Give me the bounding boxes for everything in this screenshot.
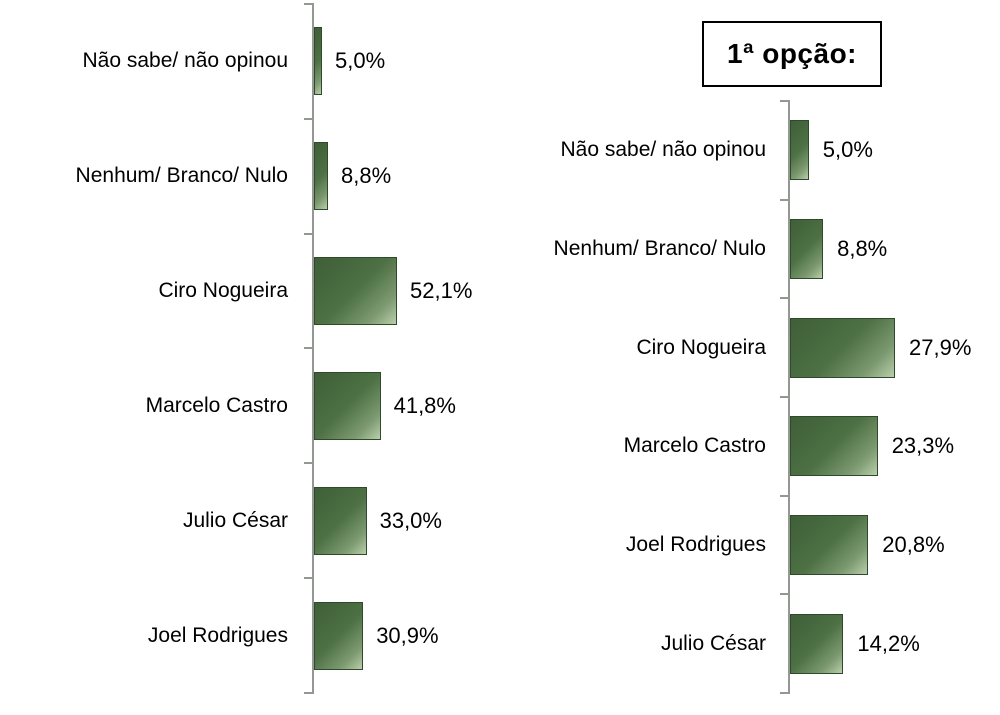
bar <box>314 257 397 326</box>
plot-area: 8,8% <box>780 198 1000 299</box>
category-label: Marcelo Castro <box>623 434 766 458</box>
category-label: Nenhum/ Branco/ Nulo <box>553 236 766 260</box>
category-label: Joel Rodrigues <box>625 532 766 556</box>
axis-tick <box>780 395 790 398</box>
bar <box>790 613 844 674</box>
axis-tick <box>780 198 790 201</box>
plot-area: 8,8% <box>304 117 500 234</box>
value-label: 5,0% <box>335 48 386 74</box>
category-label: Marcelo Castro <box>145 393 288 417</box>
bar <box>790 120 809 181</box>
bar-row: Ciro Nogueira 52,1% <box>0 232 500 349</box>
bar-row: Julio César 14,2% <box>500 593 1000 694</box>
bar-chart-right: Não sabe/ não opinou 5,0% Nenhum/ Branco/ … <box>500 100 1000 694</box>
axis-tick <box>780 100 790 102</box>
plot-area: 30,9% <box>304 577 500 694</box>
category-label: Nenhum/ Branco/ Nulo <box>75 164 288 188</box>
bar-chart-left: Não sabe/ não opinou 5,0% Nenhum/ Branco/ … <box>0 3 500 694</box>
plot-area: 20,8% <box>780 494 1000 595</box>
bar <box>314 142 328 211</box>
value-label: 30,9% <box>376 622 439 648</box>
value-label: 23,3% <box>891 433 955 459</box>
axis-tick <box>304 232 314 235</box>
axis-tick <box>780 593 790 596</box>
value-label: 5,0% <box>822 137 873 163</box>
plot-area: 27,9% <box>780 297 1000 397</box>
plot-area: 41,8% <box>304 347 500 464</box>
category-label: Não sabe/ não opinou <box>560 138 767 162</box>
value-label: 8,8% <box>341 163 392 189</box>
category-label: Não sabe/ não opinou <box>82 49 289 73</box>
plot-area: 5,0% <box>780 100 1000 200</box>
chart-title: 1ª opção: <box>727 38 857 69</box>
bar-row: Marcelo Castro 41,8% <box>0 347 500 464</box>
bar-row: Não sabe/ não opinou 5,0% <box>500 100 1000 200</box>
value-label: 41,8% <box>393 392 456 418</box>
bar <box>790 218 824 279</box>
axis-tick <box>304 462 314 465</box>
plot-area: 52,1% <box>304 232 500 349</box>
axis-tick <box>304 691 314 694</box>
axis-tick <box>304 347 314 350</box>
bar-row: Nenhum/ Branco/ Nulo 8,8% <box>0 117 500 234</box>
axis-tick <box>304 3 314 5</box>
bar <box>314 486 367 555</box>
category-label: Joel Rodrigues <box>147 623 288 647</box>
value-label: 27,9% <box>909 334 972 360</box>
value-label: 20,8% <box>882 531 945 557</box>
bar-row: Não sabe/ não opinou 5,0% <box>0 3 500 119</box>
plot-area: 14,2% <box>780 593 1000 694</box>
value-label: 33,0% <box>379 507 442 533</box>
value-label: 8,8% <box>837 235 888 261</box>
category-label: Julio César <box>182 508 288 532</box>
category-label: Ciro Nogueira <box>158 279 288 303</box>
plot-area: 23,3% <box>780 395 1000 496</box>
category-label: Julio César <box>660 631 766 655</box>
plot-area: 33,0% <box>304 462 500 579</box>
chart-title-box: 1ª opção: <box>702 21 882 87</box>
bar <box>790 514 869 575</box>
axis-tick <box>304 577 314 580</box>
value-label: 14,2% <box>857 630 920 656</box>
bar-row: Ciro Nogueira 27,9% <box>500 297 1000 397</box>
bar <box>314 601 364 670</box>
bar-row: Marcelo Castro 23,3% <box>500 395 1000 496</box>
bar <box>790 416 878 477</box>
category-label: Ciro Nogueira <box>636 335 766 359</box>
axis-tick <box>304 117 314 120</box>
axis-tick <box>780 691 790 694</box>
bar-row: Joel Rodrigues 30,9% <box>0 577 500 694</box>
bar-row: Joel Rodrigues 20,8% <box>500 494 1000 595</box>
bar <box>314 27 322 96</box>
bar-row: Nenhum/ Branco/ Nulo 8,8% <box>500 198 1000 299</box>
value-label: 52,1% <box>410 278 473 304</box>
bar <box>790 317 895 378</box>
bar <box>314 371 381 440</box>
axis-tick <box>780 494 790 497</box>
bar-row: Julio César 33,0% <box>0 462 500 579</box>
axis-tick <box>780 297 790 300</box>
plot-area: 5,0% <box>304 3 500 119</box>
